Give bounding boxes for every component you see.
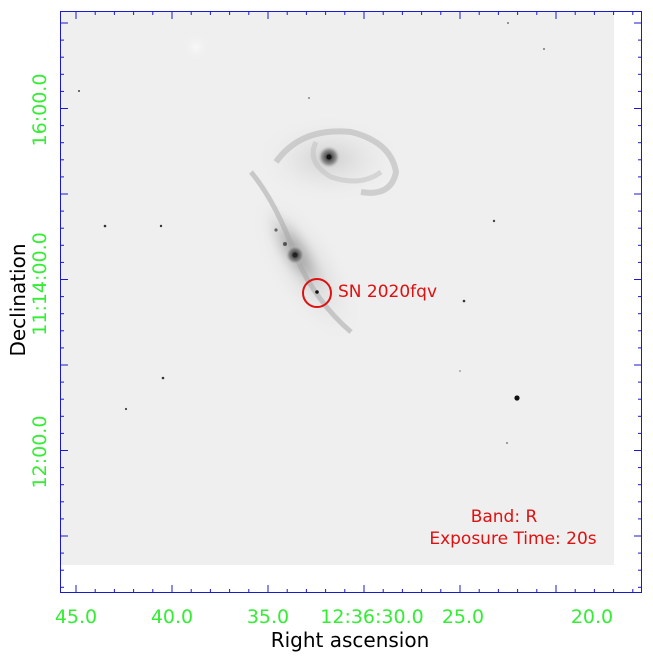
- galaxy-field: [78, 22, 545, 444]
- supernova-marker: [302, 278, 332, 308]
- ra-tick-label: 40.0: [150, 606, 194, 628]
- ra-tick-label: 35.0: [246, 606, 290, 628]
- ra-tick-label: 45.0: [54, 606, 98, 628]
- x-axis-label: Right ascension: [270, 628, 430, 652]
- dec-tick-label: 16:00.0: [29, 73, 51, 147]
- upper-galaxy: [254, 114, 404, 204]
- ra-tick-label: 25.0: [441, 606, 485, 628]
- axis-ticks: [60, 11, 642, 593]
- lower-galaxy: [248, 170, 364, 346]
- plot-frame: [60, 11, 642, 593]
- supernova-point: [315, 290, 319, 294]
- exposure-label: Exposure Time: 20s: [429, 529, 597, 549]
- sky-image: [61, 12, 614, 565]
- band-label: Band: R: [470, 507, 538, 527]
- dec-tick-label: 12:00.0: [29, 415, 51, 489]
- supernova-label: SN 2020fqv: [338, 282, 438, 302]
- dec-tick-label: 11:14:00.0: [29, 232, 51, 336]
- ra-tick-label: 12:36:30.0: [320, 606, 424, 628]
- field-stars: [78, 22, 545, 444]
- y-axis-label: Declination: [6, 243, 30, 357]
- bright-spot: [182, 33, 210, 61]
- ra-tick-label: 20.0: [570, 606, 614, 628]
